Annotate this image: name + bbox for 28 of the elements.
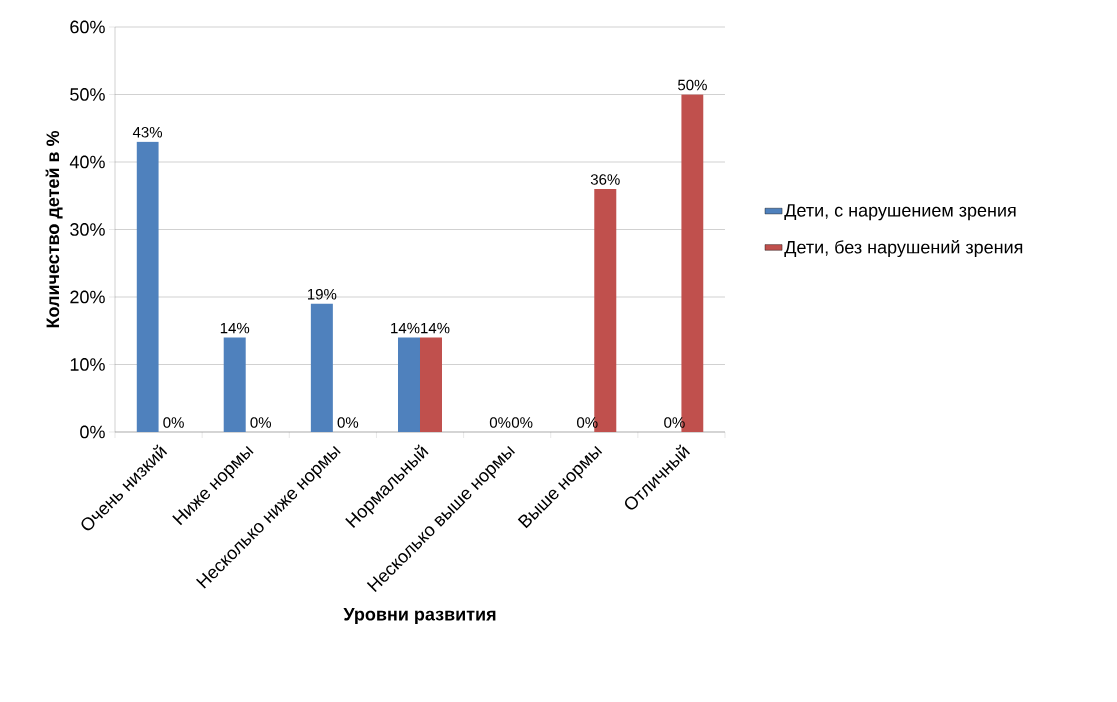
data-label: 50% bbox=[678, 79, 707, 91]
y-tick-label: 30% bbox=[70, 223, 105, 236]
bar bbox=[136, 141, 159, 432]
legend-label: Дети, без нарушений зрения bbox=[784, 240, 1023, 258]
data-label: 0% bbox=[163, 417, 184, 428]
bar bbox=[223, 337, 246, 432]
y-axis-title: Количество детей в % bbox=[45, 130, 63, 328]
y-tick-label: 20% bbox=[70, 290, 105, 304]
data-label: 0% bbox=[489, 417, 511, 428]
data-label: 0% bbox=[250, 417, 272, 428]
y-tick-label: 10% bbox=[70, 358, 105, 371]
data-label: 14% bbox=[391, 322, 420, 334]
data-label: 14% bbox=[421, 322, 450, 334]
y-tick-label: 60% bbox=[70, 20, 105, 34]
data-label: 0% bbox=[511, 417, 533, 428]
bar bbox=[398, 337, 420, 432]
data-label: 0% bbox=[337, 417, 359, 428]
data-label: 14% bbox=[220, 322, 250, 334]
x-axis-title: Уровни развития bbox=[343, 607, 496, 625]
y-tick-label: 40% bbox=[69, 155, 105, 169]
data-label: 19% bbox=[307, 288, 337, 300]
data-label: 43% bbox=[132, 126, 163, 138]
y-tick-label: 0% bbox=[80, 425, 105, 439]
y-tick-label: 50% bbox=[70, 88, 105, 101]
data-label: 36% bbox=[590, 174, 620, 185]
bar bbox=[420, 337, 442, 432]
legend-label: Дети, с нарушением зрения bbox=[784, 204, 1016, 221]
bar bbox=[310, 303, 333, 432]
